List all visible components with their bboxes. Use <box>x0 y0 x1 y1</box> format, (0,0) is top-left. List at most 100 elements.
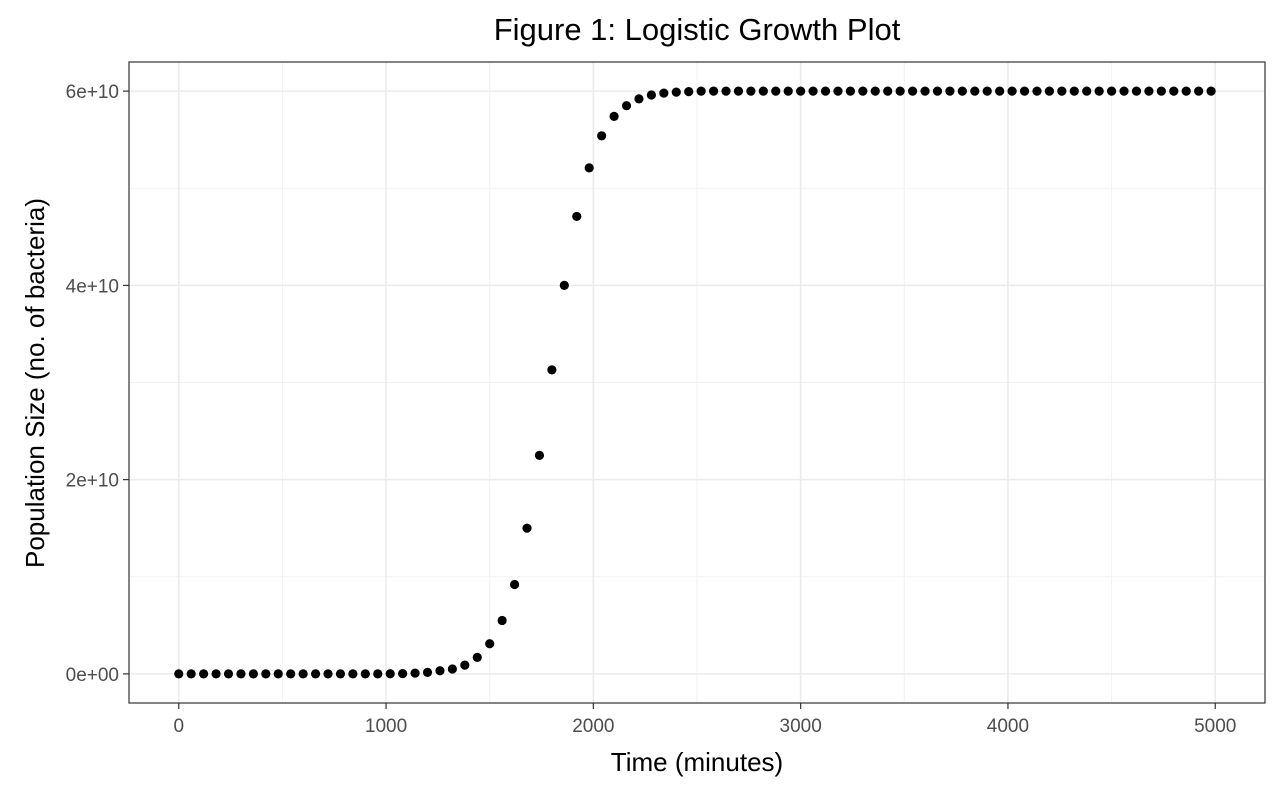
data-point <box>957 86 967 96</box>
x-tick-label: 2000 <box>572 716 614 737</box>
data-point <box>1156 86 1166 96</box>
data-point <box>895 86 905 96</box>
data-point <box>982 86 992 96</box>
data-point <box>261 669 271 679</box>
data-point <box>534 450 545 460</box>
data-point <box>659 88 669 98</box>
data-points <box>174 86 1216 679</box>
y-axis-ticks: 0e+00 2e+10 4e+10 6e+10 <box>66 82 129 686</box>
data-point <box>385 669 395 679</box>
data-point <box>646 90 656 100</box>
data-point <box>348 669 358 679</box>
data-point <box>1131 86 1142 96</box>
data-point <box>360 669 370 679</box>
grid-major <box>129 62 1265 703</box>
y-tick-label: 2e+10 <box>66 471 119 492</box>
data-point <box>684 87 694 97</box>
data-point <box>1032 86 1042 96</box>
data-point <box>1194 86 1204 96</box>
data-point <box>559 280 569 290</box>
data-point <box>771 86 781 96</box>
x-axis-ticks: 0 1000 2000 3000 4000 5000 <box>173 703 1236 737</box>
data-point <box>808 86 818 96</box>
data-point <box>995 86 1005 96</box>
y-tick-label: 0e+00 <box>66 665 119 686</box>
data-point <box>708 86 719 96</box>
data-point <box>945 86 955 96</box>
data-point <box>696 86 706 96</box>
y-tick-label: 4e+10 <box>66 276 119 297</box>
data-point <box>820 86 831 96</box>
data-point <box>248 669 258 679</box>
x-tick-label: 0 <box>173 716 184 737</box>
data-point <box>273 669 283 679</box>
data-point <box>572 211 582 222</box>
data-point <box>509 579 520 590</box>
data-point <box>783 86 793 96</box>
data-point <box>597 131 607 141</box>
data-point <box>472 652 482 662</box>
data-point <box>373 669 383 679</box>
data-point <box>584 163 594 173</box>
data-point <box>1057 86 1067 96</box>
data-point <box>883 86 893 96</box>
data-point <box>1007 86 1017 96</box>
data-point <box>870 86 880 96</box>
data-point <box>1019 86 1030 96</box>
data-point <box>1181 86 1191 96</box>
x-tick-label: 5000 <box>1194 716 1236 737</box>
data-point <box>435 666 445 676</box>
data-point <box>746 86 756 96</box>
data-point <box>174 669 184 679</box>
data-point <box>1144 86 1154 96</box>
chart-title: Figure 1: Logistic Growth Plot <box>494 12 901 47</box>
data-point <box>398 668 408 679</box>
data-point <box>671 87 681 97</box>
data-point <box>310 669 321 679</box>
data-point <box>758 86 768 96</box>
data-point <box>970 86 980 96</box>
data-point <box>858 86 868 96</box>
data-point <box>323 669 333 679</box>
data-point <box>211 669 221 679</box>
y-axis-label: Population Size (no. of bacteria) <box>20 198 50 568</box>
data-point <box>621 101 632 111</box>
plot-border <box>128 61 1266 704</box>
data-point <box>298 669 308 679</box>
data-point <box>721 86 731 96</box>
data-point <box>1082 86 1092 96</box>
data-point <box>845 86 856 96</box>
data-point <box>422 667 433 678</box>
y-tick-label: 6e+10 <box>66 82 119 103</box>
x-tick-label: 4000 <box>987 716 1029 737</box>
x-tick-label: 1000 <box>365 716 407 737</box>
data-point <box>733 86 744 96</box>
data-point <box>634 94 644 104</box>
data-point <box>223 669 234 679</box>
data-point <box>485 639 495 649</box>
data-point <box>1119 86 1129 96</box>
data-point <box>1169 86 1179 96</box>
data-point <box>460 660 470 670</box>
data-point <box>920 86 930 96</box>
data-point <box>335 669 346 679</box>
data-point <box>932 86 943 96</box>
data-point <box>833 86 843 96</box>
data-point <box>1069 86 1079 96</box>
data-point <box>1044 86 1055 96</box>
data-point <box>609 111 619 121</box>
data-point <box>286 669 296 679</box>
data-point <box>447 664 457 674</box>
data-point <box>1094 86 1104 96</box>
data-point <box>186 669 196 679</box>
data-point <box>199 669 209 679</box>
grid-minor <box>129 62 1265 703</box>
x-axis-label: Time (minutes) <box>611 747 783 777</box>
data-point <box>907 86 918 96</box>
data-point <box>236 669 246 679</box>
x-tick-label: 3000 <box>780 716 822 737</box>
data-point <box>1206 86 1216 96</box>
data-point <box>547 365 557 375</box>
data-point <box>796 86 806 96</box>
